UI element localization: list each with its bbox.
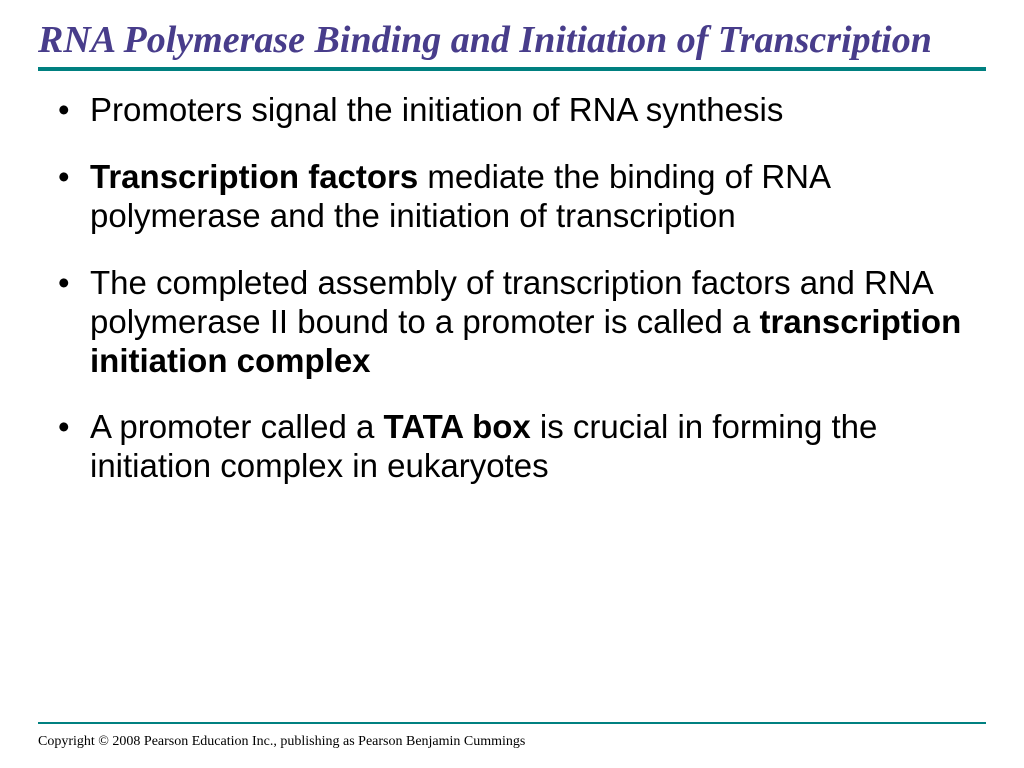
content-area: Promoters signal the initiation of RNA s… xyxy=(38,77,986,487)
bullet-item: The completed assembly of transcription … xyxy=(58,264,976,381)
bullet-text-segment: Promoters signal the initiation of RNA s… xyxy=(90,91,783,128)
bullet-item: A promoter called a TATA box is crucial … xyxy=(58,408,976,486)
bullet-text-segment: TATA box xyxy=(384,408,531,445)
bullet-item: Transcription factors mediate the bindin… xyxy=(58,158,976,236)
title-underline xyxy=(38,67,986,71)
bullet-text-segment: Transcription factors xyxy=(90,158,418,195)
bullet-item: Promoters signal the initiation of RNA s… xyxy=(58,91,976,130)
bullet-text-segment: A promoter called a xyxy=(90,408,384,445)
slide: RNA Polymerase Binding and Initiation of… xyxy=(0,0,1024,768)
bullet-list: Promoters signal the initiation of RNA s… xyxy=(58,91,976,487)
copyright-text: Copyright © 2008 Pearson Education Inc.,… xyxy=(38,734,525,750)
footer-rule xyxy=(38,722,986,724)
slide-title: RNA Polymerase Binding and Initiation of… xyxy=(38,18,986,63)
